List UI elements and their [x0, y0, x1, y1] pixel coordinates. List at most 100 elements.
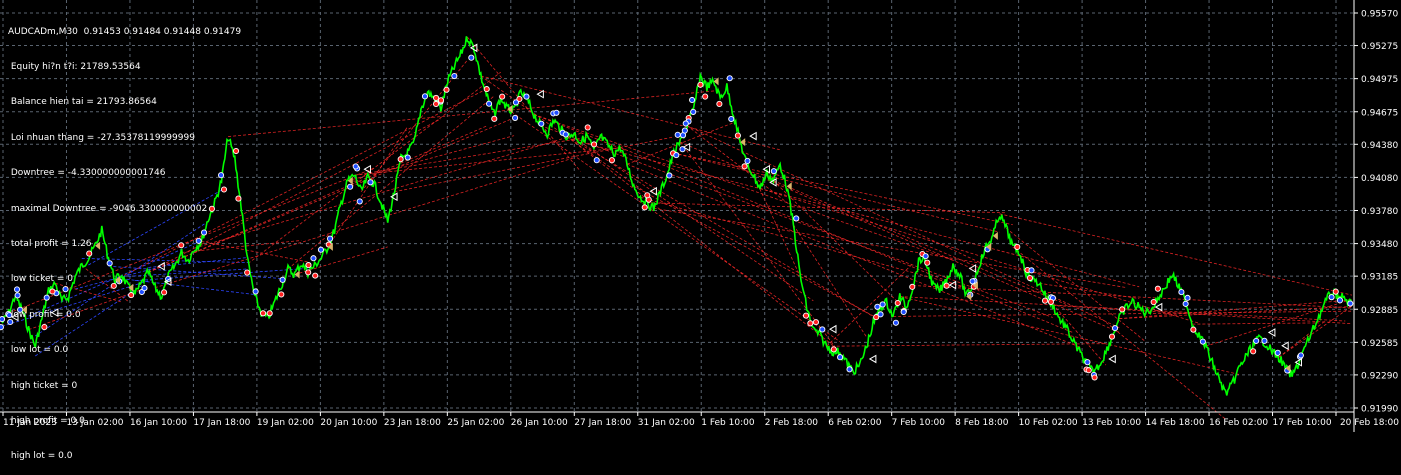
trade-line	[354, 147, 621, 176]
info-line: Balance hien tai = 21793.86564	[8, 97, 157, 108]
trade-marker	[716, 100, 723, 107]
trade-line	[1119, 306, 1353, 320]
close-arrow-marker	[1294, 357, 1302, 367]
trade-marker	[483, 86, 490, 93]
trade-marker	[812, 319, 820, 326]
trade-line	[760, 188, 1200, 324]
trade-marker	[13, 286, 21, 293]
trade-line	[347, 135, 515, 182]
trade-line	[567, 136, 834, 346]
trade-line	[567, 136, 874, 317]
trade-line	[773, 180, 1067, 305]
trade-marker	[432, 100, 440, 108]
price-series-line	[1, 36, 1353, 396]
info-line: low profit = 0.0	[8, 309, 81, 320]
trade-marker	[689, 96, 696, 104]
x-tick-label: 16 Jan 10:00	[130, 418, 187, 428]
y-tick-label: 0.94380	[1361, 141, 1398, 151]
y-tick-label: 0.94080	[1361, 174, 1398, 184]
trade-marker	[195, 237, 202, 244]
trade-marker	[726, 75, 733, 82]
trade-marker	[491, 115, 498, 122]
y-tick-label: 0.92585	[1361, 339, 1398, 349]
trade-line	[480, 75, 781, 151]
trade-marker	[279, 276, 286, 283]
trade-line	[228, 89, 721, 137]
trade-marker	[397, 156, 404, 163]
trade-marker	[499, 93, 506, 100]
trade-line	[8, 167, 375, 314]
trade-marker	[819, 326, 826, 333]
x-tick-label: 10 Feb 02:00	[1019, 418, 1078, 428]
trade-line	[673, 152, 1013, 226]
trade-marker	[1014, 243, 1021, 250]
trade-marker	[106, 260, 113, 267]
trade-line	[533, 114, 628, 152]
entry-arrow-marker	[992, 231, 998, 240]
trade-marker	[86, 250, 93, 257]
trade-marker	[1332, 288, 1339, 295]
trade-marker	[673, 152, 680, 159]
trade-line	[1005, 227, 1147, 343]
trade-line	[913, 285, 1353, 309]
trade-marker	[900, 308, 907, 316]
trade-marker	[734, 132, 741, 139]
trade-marker	[681, 127, 688, 134]
trade-line	[1205, 298, 1353, 347]
trade-marker	[591, 141, 598, 148]
entry-arrow-marker	[128, 283, 134, 292]
x-tick-label: 11 Jan 2023	[3, 418, 57, 428]
trade-marker	[512, 99, 519, 106]
trade-marker	[433, 94, 440, 101]
trade-line	[580, 141, 814, 302]
trade-line	[154, 157, 575, 289]
trade-marker	[562, 131, 569, 138]
trade-marker	[969, 278, 976, 285]
trade-line	[360, 59, 468, 192]
trade-marker	[235, 195, 242, 202]
trade-marker	[608, 157, 615, 164]
close-arrow-marker	[1154, 302, 1163, 312]
trade-line	[1039, 282, 1140, 299]
trade-marker	[1274, 349, 1281, 356]
trade-marker	[7, 318, 14, 326]
info-line: high profit = 0.0	[8, 415, 85, 426]
trade-line-blue	[35, 221, 209, 337]
price-chart[interactable]: 0.95570 0.95275 0.94975 0.94675 0.94380 0.940…	[0, 0, 1401, 432]
trade-marker	[644, 192, 651, 199]
trade-marker	[141, 285, 148, 292]
trade-marker	[802, 312, 810, 319]
trade-marker	[894, 299, 901, 307]
trade-marker	[421, 93, 429, 100]
trade-marker	[62, 286, 69, 293]
trade-marker	[538, 120, 545, 127]
trade-line	[181, 240, 302, 253]
trade-line	[686, 125, 794, 208]
trade-marker	[326, 235, 334, 242]
trade-line	[201, 241, 308, 263]
trade-marker	[553, 109, 560, 116]
trade-marker	[451, 72, 458, 80]
trade-marker	[879, 301, 886, 308]
close-arrow-marker	[536, 89, 544, 99]
trade-line	[354, 136, 588, 176]
trade-line	[680, 141, 854, 372]
trade-line	[507, 108, 841, 342]
trade-marker	[0, 316, 6, 323]
trade-marker	[208, 205, 215, 212]
trade-marker	[1047, 298, 1054, 305]
entry-arrow-marker	[986, 242, 992, 251]
trade-marker	[679, 146, 686, 153]
trade-marker	[6, 312, 13, 319]
trade-line	[626, 163, 1080, 348]
y-tick-label: 0.91990	[1361, 405, 1398, 415]
trade-marker	[837, 354, 844, 361]
trade-marker	[110, 282, 117, 289]
close-arrow-marker	[762, 164, 770, 174]
x-tick-label: 7 Feb 10:00	[892, 418, 946, 428]
y-tick-label: 0.95275	[1361, 42, 1398, 52]
trade-marker	[1119, 306, 1126, 313]
trade-marker	[41, 324, 48, 331]
trade-marker	[252, 288, 259, 295]
trade-marker	[485, 100, 493, 107]
